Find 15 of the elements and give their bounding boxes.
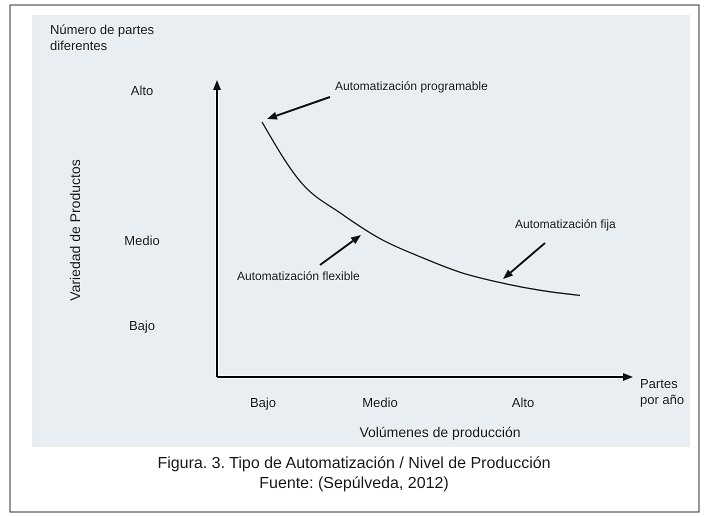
annotation: Automatización flexible	[237, 269, 360, 283]
text: Medio	[124, 233, 160, 248]
annotation: Automatización fija	[515, 217, 616, 231]
x-axis-title: Volúmenes de producción	[359, 424, 521, 440]
text: Alto	[512, 395, 534, 410]
text: Figura. 3. Tipo de Automatización / Nivel de Producción	[157, 455, 551, 472]
text: Bajo	[250, 395, 276, 410]
text: Bajo	[128, 318, 156, 333]
source-note: Fuente: (Sepúlveda, 2012)	[259, 475, 449, 492]
text: Variedad de Productos	[67, 159, 83, 301]
text: Alto	[130, 83, 154, 98]
text: Automatización programable	[335, 79, 488, 93]
text: Partes por año	[640, 376, 684, 407]
text: Medio	[362, 395, 398, 410]
text: Número de partes diferentes	[50, 22, 155, 53]
